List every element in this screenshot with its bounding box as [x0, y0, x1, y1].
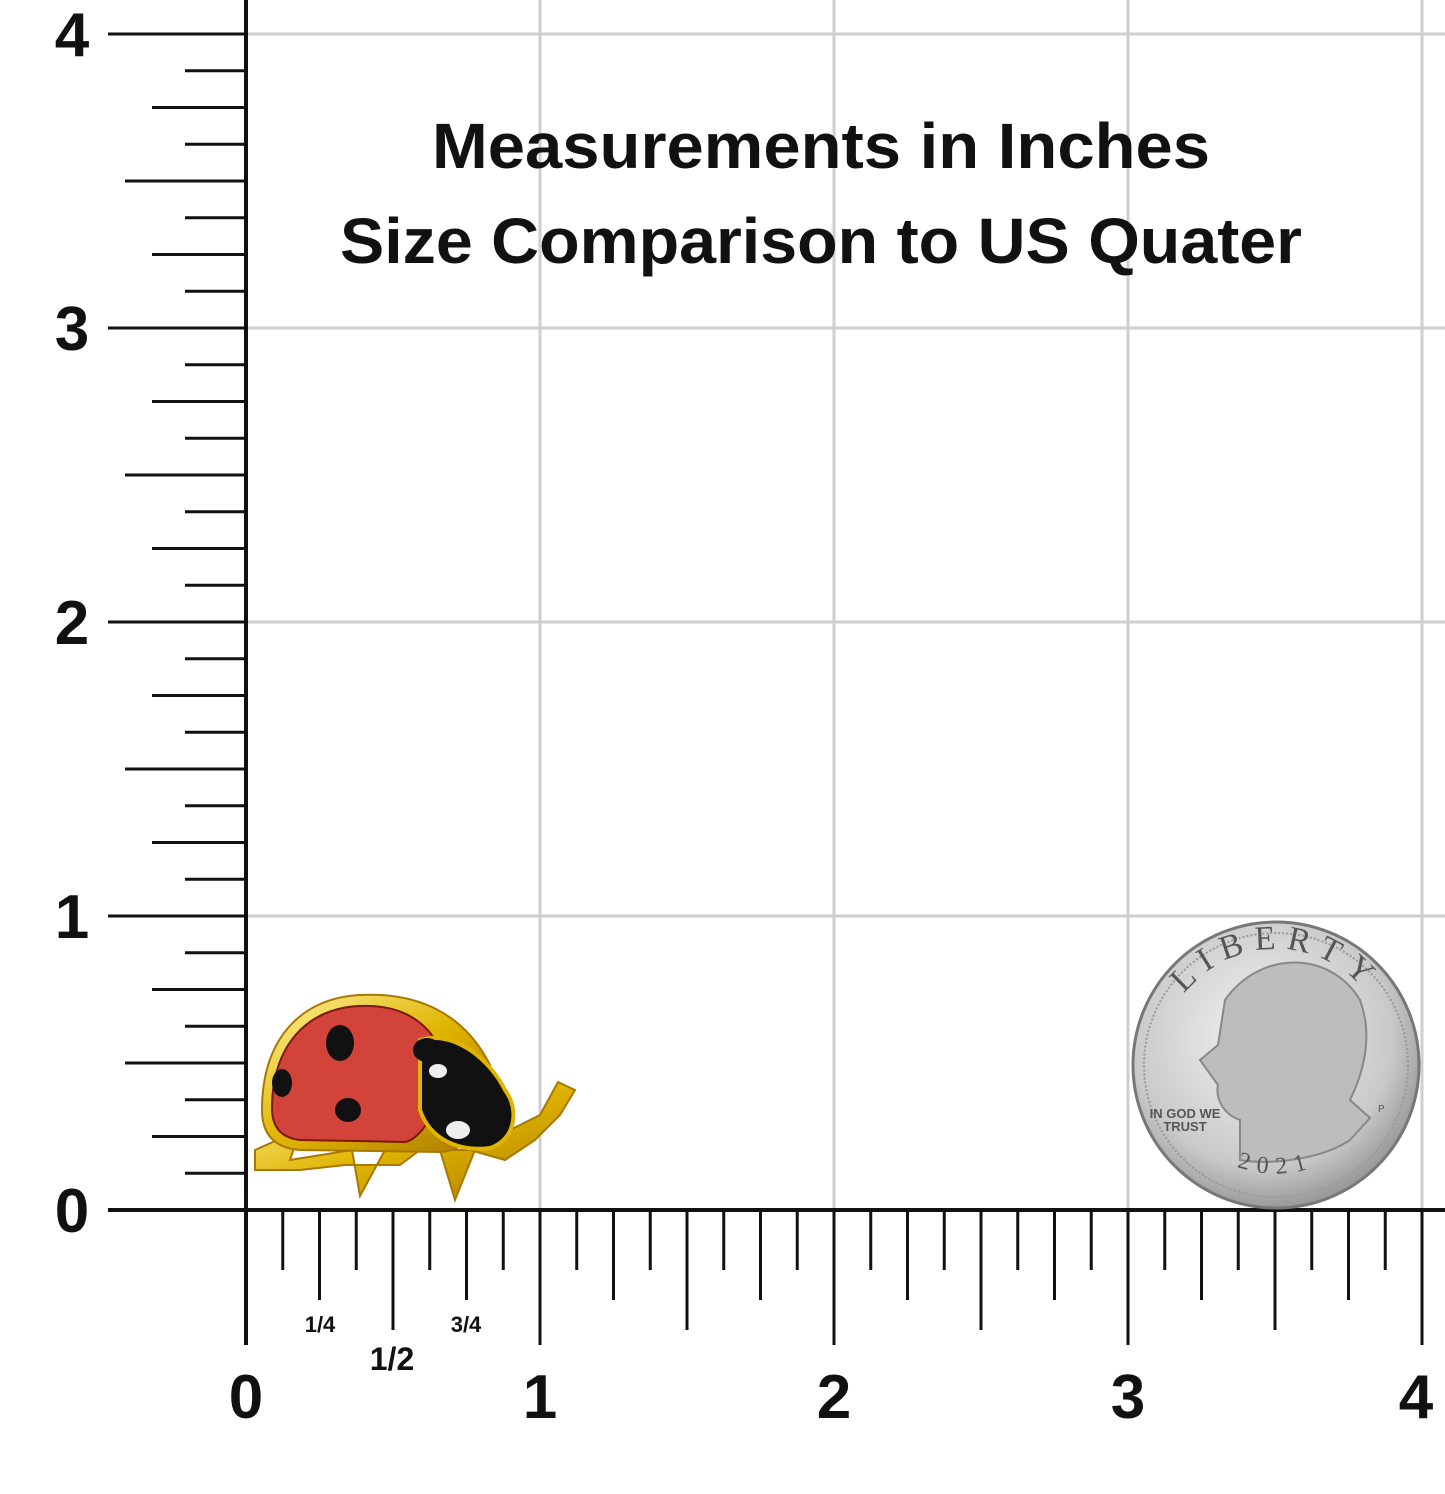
coin-trust: TRUST — [1163, 1119, 1206, 1134]
x-label: 4 — [1399, 1363, 1434, 1432]
coin-mint: P — [1378, 1104, 1385, 1115]
coin-trust: IN GOD WE — [1150, 1106, 1221, 1121]
y-label: 4 — [55, 1, 90, 70]
title-line: Measurements in Inches — [432, 110, 1210, 182]
ruler-ticks — [108, 0, 1445, 1345]
fraction-label: 1/2 — [370, 1341, 414, 1377]
x-label: 1 — [523, 1363, 557, 1432]
x-label: 2 — [817, 1363, 851, 1432]
x-label: 0 — [229, 1363, 263, 1432]
fraction-label: 3/4 — [451, 1312, 482, 1337]
y-label: 1 — [55, 883, 89, 952]
us-quarter: LIBERTY IN GOD WE TRUST P 2021 — [1131, 919, 1421, 1210]
ladybug-pin — [254, 993, 577, 1204]
x-label: 3 — [1111, 1363, 1145, 1432]
fraction-label: 1/4 — [305, 1312, 336, 1337]
grid — [246, 0, 1445, 1212]
title-line: Size Comparison to US Quater — [340, 205, 1302, 277]
y-label: 3 — [55, 295, 89, 364]
y-label: 0 — [55, 1177, 89, 1246]
axis-labels: 0 1 2 3 4 0 1 2 3 4 — [55, 1, 1434, 1432]
y-label: 2 — [55, 589, 89, 658]
